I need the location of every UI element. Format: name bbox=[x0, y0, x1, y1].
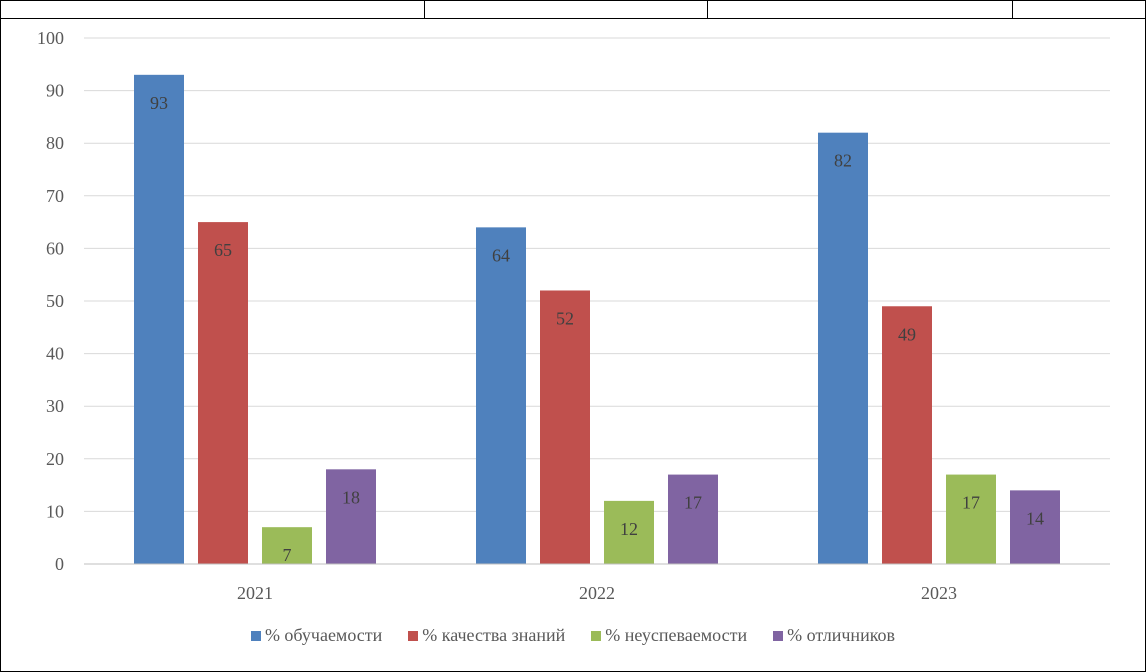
legend-swatch bbox=[591, 630, 602, 641]
data-label: 49 bbox=[898, 324, 916, 344]
bar bbox=[1010, 490, 1060, 564]
data-label: 82 bbox=[834, 151, 852, 171]
bar bbox=[262, 527, 312, 564]
legend-label: % неуспеваемости bbox=[605, 625, 748, 645]
x-tick-label: 2023 bbox=[921, 583, 957, 603]
data-label: 18 bbox=[342, 487, 360, 507]
legend-swatch bbox=[773, 630, 784, 641]
table-cell-divider bbox=[1012, 0, 1013, 18]
table-cell-divider bbox=[707, 0, 708, 18]
y-tick-label: 100 bbox=[37, 28, 64, 48]
y-tick-label: 90 bbox=[46, 81, 64, 101]
data-label: 12 bbox=[620, 519, 638, 539]
table-cell-divider bbox=[424, 0, 425, 18]
y-tick-label: 60 bbox=[46, 238, 64, 258]
y-tick-label: 10 bbox=[46, 501, 64, 521]
bar bbox=[540, 290, 590, 564]
data-label: 93 bbox=[150, 93, 168, 113]
data-label: 65 bbox=[214, 240, 232, 260]
bar-chart: 0 10 20 30 40 50 60 70 80 90 100 93 65 7 18 2021 64 52 12 1… bbox=[37, 28, 1110, 603]
data-label: 52 bbox=[556, 308, 574, 328]
legend-item: % обучаемости bbox=[250, 625, 383, 646]
y-tick-label: 30 bbox=[46, 396, 64, 416]
legend-label: % качества знаний bbox=[422, 625, 566, 645]
y-tick-label: 70 bbox=[46, 186, 64, 206]
y-tick-label: 20 bbox=[46, 449, 64, 469]
legend-label: % отличников bbox=[787, 625, 896, 645]
bar bbox=[326, 469, 376, 564]
data-label: 7 bbox=[283, 545, 292, 565]
legend-item: % отличников bbox=[773, 625, 895, 646]
x-tick-label: 2022 bbox=[579, 583, 615, 603]
bar bbox=[134, 74, 184, 564]
legend-label: % обучаемости bbox=[264, 625, 383, 645]
y-tick-label: 0 bbox=[55, 554, 64, 574]
data-label: 14 bbox=[1026, 508, 1044, 528]
data-label: 17 bbox=[962, 493, 980, 513]
legend-item: % качества знаний bbox=[408, 625, 565, 646]
legend-swatch bbox=[408, 630, 419, 641]
table-border-line bbox=[0, 18, 1146, 19]
data-label: 64 bbox=[492, 245, 510, 265]
x-tick-label: 2021 bbox=[237, 583, 273, 603]
bar bbox=[946, 474, 996, 564]
bar bbox=[818, 132, 868, 564]
bar bbox=[604, 500, 654, 564]
bar bbox=[668, 474, 718, 564]
y-tick-label: 50 bbox=[46, 291, 64, 311]
bar bbox=[476, 227, 526, 565]
data-label: 17 bbox=[684, 493, 702, 513]
chart-legend: % обучаемости % качества знаний % неуспева… bbox=[0, 625, 1146, 646]
bar bbox=[198, 222, 248, 564]
legend-item: % неуспеваемости bbox=[591, 625, 747, 646]
y-tick-label: 80 bbox=[46, 133, 64, 153]
bar bbox=[882, 306, 932, 564]
y-tick-label: 40 bbox=[46, 344, 64, 364]
legend-swatch bbox=[250, 630, 261, 641]
